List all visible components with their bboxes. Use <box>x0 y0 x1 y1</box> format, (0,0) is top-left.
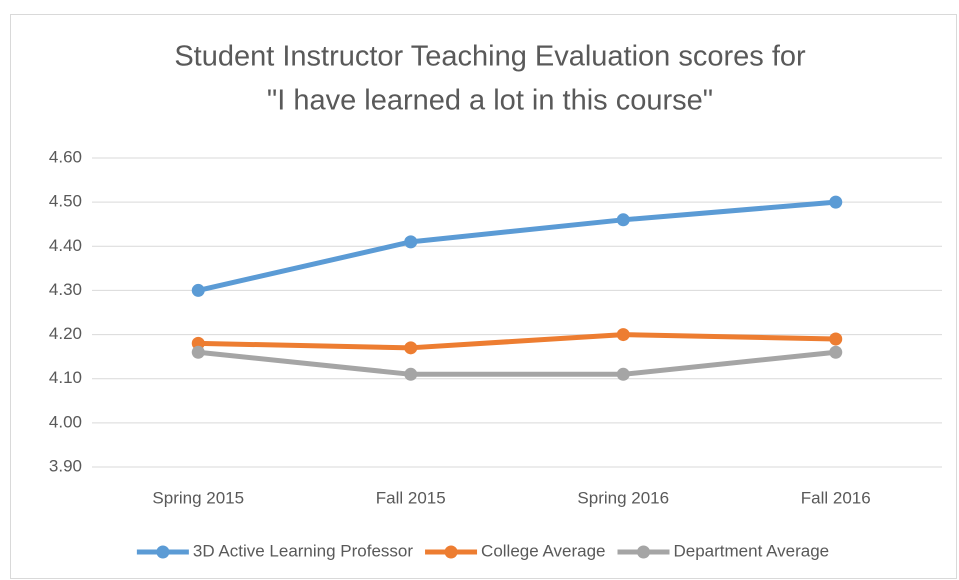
y-tick-label: 4.40 <box>49 236 82 255</box>
y-tick-label: 4.30 <box>49 280 82 299</box>
x-tick-label: Fall 2015 <box>376 488 446 507</box>
legend-marker <box>444 545 458 559</box>
data-point <box>191 345 205 359</box>
chart-title: "I have learned a lot in this course" <box>267 85 713 117</box>
data-point <box>616 328 630 342</box>
series-line <box>195 199 839 293</box>
x-tick-label: Fall 2016 <box>801 488 871 507</box>
y-tick-label: 4.60 <box>49 147 82 166</box>
y-tick-label: 4.00 <box>49 412 82 431</box>
x-tick-label: Spring 2015 <box>152 488 244 507</box>
y-tick-label: 4.50 <box>49 192 82 211</box>
legend-label: College Average <box>481 541 605 560</box>
legend-label: 3D Active Learning Professor <box>193 541 414 560</box>
legend-label: Department Average <box>674 541 830 560</box>
legend-marker <box>637 545 650 559</box>
series-line <box>195 332 839 351</box>
data-point <box>829 332 843 346</box>
legend-item: Department Average <box>617 541 830 560</box>
x-tick-label: Spring 2016 <box>577 488 669 507</box>
chart-title: Student Instructor Teaching Evaluation s… <box>174 41 806 73</box>
data-point <box>616 367 630 381</box>
data-point <box>829 195 843 209</box>
chart-border <box>10 14 957 579</box>
data-point <box>616 213 630 227</box>
data-point <box>829 345 843 359</box>
data-point <box>404 341 418 355</box>
legend-marker <box>156 545 170 559</box>
y-tick-label: 4.10 <box>49 368 82 387</box>
legend-item: College Average <box>425 541 606 560</box>
y-tick-label: 4.20 <box>49 324 82 343</box>
data-point <box>404 367 418 381</box>
series-line <box>195 349 839 377</box>
legend-item: 3D Active Learning Professor <box>136 541 414 560</box>
data-point <box>404 235 418 249</box>
y-tick-label: 3.90 <box>49 456 82 475</box>
data-point <box>191 283 205 297</box>
